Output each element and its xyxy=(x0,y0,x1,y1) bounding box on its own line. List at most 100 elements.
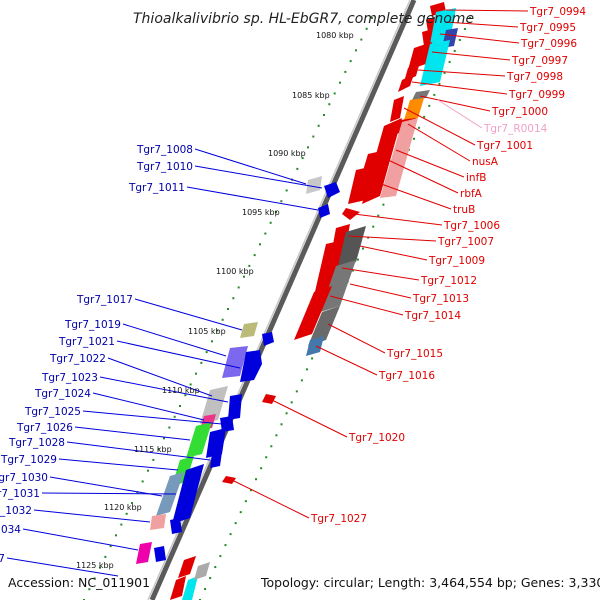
gc-dot xyxy=(360,38,363,41)
gene-label-tgr7_1017[interactable]: Tgr7_1017 xyxy=(76,294,133,306)
accession-label: Accession: NC_011901 xyxy=(8,575,150,590)
gc-dot xyxy=(355,49,357,52)
gene-label-tgr7_1008[interactable]: Tgr7_1008 xyxy=(136,144,193,156)
gc-dot xyxy=(243,275,245,278)
feature-tgr7-1027[interactable] xyxy=(222,476,236,484)
callout-line xyxy=(82,410,223,425)
gene-label-tgr7_1020[interactable]: Tgr7_1020 xyxy=(348,432,405,444)
gc-dot xyxy=(260,467,263,470)
feature-tgr7-1012[interactable] xyxy=(314,240,344,296)
feature-tgr7-1022[interactable] xyxy=(200,386,228,424)
gc-dot xyxy=(382,203,385,206)
gene-label-tgr7_1031[interactable]: Tgr7_1031 xyxy=(0,488,40,500)
feature-tgr7-1013[interactable] xyxy=(320,260,356,312)
gene-label-tgr7_1006[interactable]: Tgr7_1006 xyxy=(443,220,500,232)
callout-line xyxy=(407,123,471,162)
feature-tgr7-1019[interactable] xyxy=(222,346,248,378)
callout-line xyxy=(383,157,459,194)
feature-tgr7-1020[interactable] xyxy=(262,394,276,404)
gene-label-trub[interactable]: truB xyxy=(453,204,475,216)
feature-tgr7-1028[interactable] xyxy=(210,452,222,468)
gc-dot xyxy=(305,368,308,371)
feature-tgr7-1017[interactable] xyxy=(240,322,258,338)
gc-dot xyxy=(115,534,117,537)
gene-label-tgr7_1009[interactable]: Tgr7_1009 xyxy=(428,255,485,267)
gene-label-tgr7_1034[interactable]: Tgr7_1034 xyxy=(0,524,21,536)
gene-label-rbfa[interactable]: rbfA xyxy=(460,188,483,200)
feature-tgr7-1034b xyxy=(154,546,166,562)
feature-tgr7-1023[interactable] xyxy=(228,394,242,420)
feature-trub[interactable] xyxy=(348,166,374,204)
gene-label-tgr7_0999[interactable]: Tgr7_0999 xyxy=(508,89,565,101)
gc-dot xyxy=(270,445,273,448)
ruler-label: 1095 kbp xyxy=(242,208,280,217)
gc-dot xyxy=(280,200,283,203)
feature-tgr7-1015[interactable] xyxy=(308,306,340,346)
gc-dot xyxy=(232,297,235,300)
feature-tgr7-1008[interactable] xyxy=(306,176,322,194)
gene-label-infb[interactable]: infB xyxy=(466,172,486,184)
feature-tgr7-1034[interactable] xyxy=(136,542,152,564)
gene-label-tgr7_1011[interactable]: Tgr7_1011 xyxy=(128,182,185,194)
gc-dot xyxy=(296,167,299,170)
feature-tgr7-1010[interactable] xyxy=(324,182,340,198)
gene-label-tgr7_1007[interactable]: Tgr7_1007 xyxy=(437,236,494,248)
gc-dot xyxy=(349,60,352,63)
feature-tgr7-1016[interactable] xyxy=(306,336,324,356)
gc-dot xyxy=(356,258,359,261)
gene-label-tgr7_1016[interactable]: Tgr7_1016 xyxy=(378,370,435,382)
feature-tgr7-1011[interactable] xyxy=(318,204,330,218)
gene-label-tgr7_1013[interactable]: Tgr7_1013 xyxy=(412,293,469,305)
gc-dot xyxy=(265,456,268,459)
feature-orange[interactable] xyxy=(404,98,424,120)
gene-label-tgr7_0994[interactable]: Tgr7_0994 xyxy=(529,6,586,18)
gene-label-tgr7_r0014[interactable]: Tgr7_R0014 xyxy=(483,123,548,135)
gc-dot xyxy=(280,423,283,426)
feature-tgr7-1014[interactable] xyxy=(294,286,332,340)
feature-tgr7-1001[interactable] xyxy=(390,96,404,122)
gene-label-tgr7_1024[interactable]: Tgr7_1024 xyxy=(34,388,91,400)
gene-label-tgr7_0998[interactable]: Tgr7_0998 xyxy=(506,71,563,83)
gene-label-tgr7_1022[interactable]: Tgr7_1022 xyxy=(49,353,106,365)
gene-label-tgr7_1025[interactable]: Tgr7_1025 xyxy=(24,406,81,418)
gene-label-nusa[interactable]: nusA xyxy=(472,156,499,168)
gene-label-tgr7_1015[interactable]: Tgr7_1015 xyxy=(386,348,443,360)
gene-label-tgr7_1023[interactable]: Tgr7_1023 xyxy=(41,372,98,384)
gene-label-tgr7_1028[interactable]: Tgr7_1028 xyxy=(8,437,65,449)
feature-tgr7-1006[interactable] xyxy=(342,208,360,220)
gc-dot xyxy=(423,115,426,118)
gc-dot xyxy=(371,17,373,19)
gene-label-tgr7_0995[interactable]: Tgr7_0995 xyxy=(519,22,576,34)
gene-label-tgr7_1026[interactable]: Tgr7_1026 xyxy=(16,422,73,434)
gc-dot xyxy=(333,92,336,95)
gene-label-tgr7_1030[interactable]: Tgr7_1030 xyxy=(0,472,48,484)
gene-label-tgr7_1000[interactable]: Tgr7_1000 xyxy=(491,106,548,118)
gene-label-tgr7_1029[interactable]: Tgr7_1029 xyxy=(0,454,57,466)
callout-line xyxy=(395,149,465,178)
gene-label-tgr7_1010[interactable]: Tgr7_1010 xyxy=(136,161,193,173)
feature-tgr7-1021[interactable] xyxy=(240,350,262,382)
gene-label-tgr7_0996[interactable]: Tgr7_0996 xyxy=(520,38,577,50)
callout-line xyxy=(58,458,179,471)
ruler-label: 1080 kbp xyxy=(316,31,354,40)
gc-dot xyxy=(317,124,320,127)
feature-tgr7-1026[interactable] xyxy=(186,422,212,458)
gene-label-tgr7_1032[interactable]: Tgr7_1032 xyxy=(0,505,32,517)
feature-bottom-red xyxy=(178,556,196,578)
feature-tgr7-1025[interactable] xyxy=(220,416,234,432)
gc-dot xyxy=(362,247,365,250)
feature-tgr7-1031[interactable] xyxy=(172,464,204,524)
gc-dot xyxy=(290,401,293,404)
gene-label-tgr7_1027[interactable]: Tgr7_1027 xyxy=(310,513,367,525)
gc-dot xyxy=(221,318,224,321)
gc-dot xyxy=(377,214,380,217)
gene-label-tgr7_1019[interactable]: Tgr7_1019 xyxy=(64,319,121,331)
gene-label-tgr7_1001[interactable]: Tgr7_1001 xyxy=(476,140,533,152)
gene-label-tgr7_1012[interactable]: Tgr7_1012 xyxy=(420,275,477,287)
feature-tgr7-1032[interactable] xyxy=(150,514,166,530)
gene-label-tgr7_0997[interactable]: Tgr7_0997 xyxy=(511,55,568,67)
gene-label-tgr7_1037[interactable]: Tgr7_1037 xyxy=(0,553,5,565)
gene-label-tgr7_1021[interactable]: Tgr7_1021 xyxy=(58,336,115,348)
feature-tgr7-0999[interactable] xyxy=(398,74,414,92)
gene-label-tgr7_1014[interactable]: Tgr7_1014 xyxy=(404,310,461,322)
